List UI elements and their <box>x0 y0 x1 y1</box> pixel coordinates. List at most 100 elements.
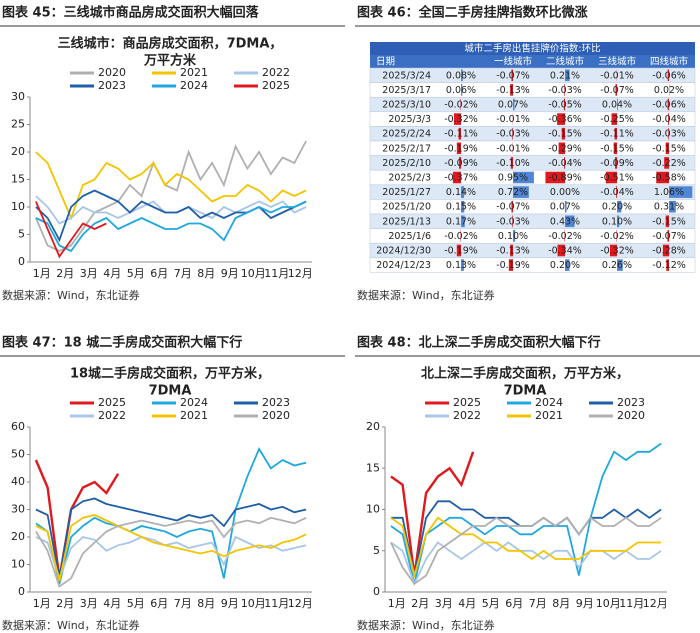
data-bar <box>617 259 623 271</box>
table-cell: -0.04% <box>548 158 582 169</box>
data-bar <box>615 157 617 169</box>
table-cell: -0.19% <box>444 246 478 257</box>
table-cell: 0.15% <box>446 202 476 213</box>
row-bg <box>369 257 696 273</box>
y-tick-label: 50 <box>11 448 25 461</box>
column-header: 一线城市 <box>494 56 533 68</box>
table-cell: -0.11% <box>444 129 478 140</box>
data-bar <box>461 84 463 96</box>
legend-label: 2020 <box>98 66 126 79</box>
x-tick-label: 6月 <box>150 597 168 610</box>
y-tick-label: 30 <box>11 503 25 516</box>
table-cell: -0.01% <box>496 143 530 154</box>
x-tick-label: 4月 <box>103 597 121 610</box>
table-cell: -0.13% <box>496 246 530 257</box>
y-tick-label: 15 <box>11 173 25 186</box>
table-cell: -0.37% <box>444 173 478 184</box>
data-bar <box>667 98 669 111</box>
legend-label: 2024 <box>535 396 563 409</box>
chart-title: 7DMA <box>504 384 547 399</box>
data-bar <box>458 127 461 140</box>
x-tick-label: 3月 <box>80 597 98 610</box>
figure-label: 图表 45：三线城市商品房成交面积大幅回落 <box>2 5 260 21</box>
table-cell: -0.07% <box>600 85 634 96</box>
series-line <box>35 140 307 252</box>
table-cell: -0.15% <box>652 143 686 154</box>
source-note: 数据来源：Wind，东北证券 <box>357 288 495 302</box>
x-tick-label: 7月 <box>174 267 192 280</box>
series-line <box>35 201 107 259</box>
data-bar <box>667 69 669 82</box>
table-cell: 0.43% <box>550 216 580 227</box>
legend-label: 2020 <box>262 409 290 422</box>
series-line <box>35 497 307 579</box>
data-bar <box>565 200 567 213</box>
data-bar <box>665 142 669 155</box>
x-tick-label: 2月 <box>56 267 74 280</box>
table-cell: -0.13% <box>496 85 530 96</box>
table-cell: -0.03% <box>652 129 686 140</box>
x-tick-label: 12月 <box>288 597 313 610</box>
table-cell: -0.07% <box>496 70 530 81</box>
table-cell: -0.22% <box>652 158 686 169</box>
table-cell: -0.07% <box>496 202 530 213</box>
data-bar <box>666 259 669 271</box>
data-bar <box>512 127 513 140</box>
table-cell: 0.07% <box>498 100 528 111</box>
data-bar <box>513 186 529 198</box>
y-tick-label: 15 <box>366 461 380 474</box>
column-header: 三线城市 <box>598 56 637 68</box>
table-cell: -0.89% <box>548 173 582 184</box>
legend-label: 2021 <box>180 409 208 422</box>
source-note: 数据来源：Wind，东北证券 <box>2 618 140 632</box>
table-cell: -0.01% <box>496 114 530 125</box>
table-cell: -0.03% <box>548 85 582 96</box>
x-tick-label: 5月 <box>127 267 145 280</box>
table-cell: 0.95% <box>498 173 528 184</box>
legend-label: 2023 <box>262 396 290 409</box>
series-line <box>35 200 307 253</box>
table-cell: 0.00% <box>550 187 580 198</box>
data-bar <box>617 215 620 228</box>
y-tick-label: 30 <box>11 90 25 103</box>
y-tick-label: 0 <box>18 255 25 268</box>
x-tick-label: 11月 <box>264 267 289 280</box>
data-bar <box>459 157 461 169</box>
x-tick-label: 5月 <box>127 597 145 610</box>
table-cell: -0.01% <box>600 70 634 81</box>
table-cell: 1.06% <box>654 187 684 198</box>
table-cell: -0.36% <box>548 114 582 125</box>
table-cell: -0.02% <box>548 231 582 242</box>
table-cell: 2025/2/10 <box>382 158 431 169</box>
series-line <box>35 151 307 221</box>
legend-label: 2025 <box>262 79 290 92</box>
table-cell: -0.32% <box>600 246 634 257</box>
x-tick-label: 7月 <box>174 597 192 610</box>
y-tick-label: 60 <box>11 420 25 433</box>
data-bar <box>656 171 669 184</box>
series-line <box>35 514 307 582</box>
table-cell: -0.04% <box>652 114 686 125</box>
y-tick-label: 0 <box>373 585 380 598</box>
table-cell: 0.04% <box>602 100 632 111</box>
table-cell: -0.15% <box>652 216 686 227</box>
x-tick-label: 6月 <box>150 267 168 280</box>
table-cell: 0.14% <box>446 187 476 198</box>
data-bar <box>668 127 669 140</box>
source-note: 数据来源：Wind，东北证券 <box>2 288 140 302</box>
table-cell: 0.26% <box>602 260 632 271</box>
x-tick-label: 3月 <box>435 597 453 610</box>
table-cell: -0.32% <box>444 114 478 125</box>
table-cell: -0.03% <box>496 129 530 140</box>
y-tick-label: 25 <box>11 118 25 131</box>
table-cell: -0.34% <box>548 246 582 257</box>
legend-label: 2023 <box>98 79 126 92</box>
x-tick-label: 8月 <box>197 267 215 280</box>
table-cell: 2025/2/17 <box>382 143 431 154</box>
chart-title: 7DMA <box>149 384 192 399</box>
y-tick-label: 20 <box>11 145 25 158</box>
x-tick-label: 10月 <box>241 267 266 280</box>
x-tick-label: 2月 <box>411 597 429 610</box>
legend-label: 2020 <box>617 409 645 422</box>
